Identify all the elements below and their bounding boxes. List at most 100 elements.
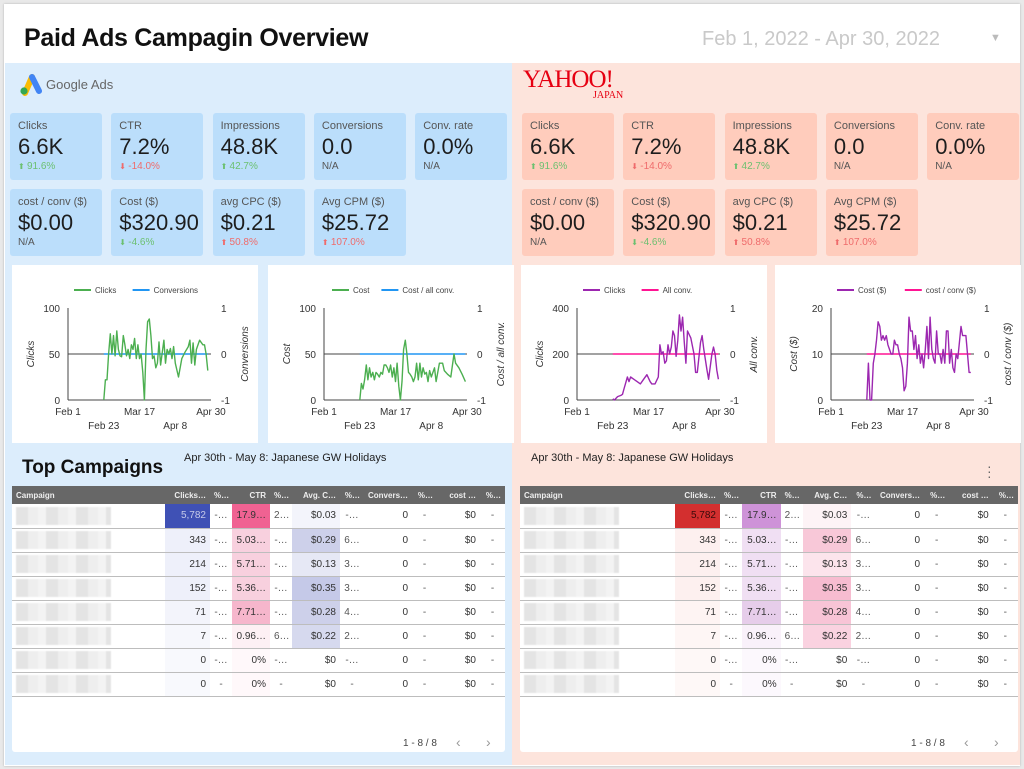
table-cell: - xyxy=(992,552,1018,577)
kpi-delta: ⬇ -4.6% xyxy=(631,237,707,248)
column-header[interactable]: CTR xyxy=(232,486,270,504)
table-row[interactable]: 0 -… 0% -… $0 -… 0- $0- xyxy=(520,648,1018,673)
table-cell: 0 xyxy=(875,528,925,553)
kpi-delta-value: N/A xyxy=(833,161,851,172)
table-row[interactable]: 0-0% - $0-0- $0- xyxy=(12,672,505,697)
chevron-left-icon[interactable]: ‹ xyxy=(456,734,461,750)
campaign-name-redacted xyxy=(520,600,675,625)
column-header[interactable]: %… xyxy=(340,486,364,504)
table-row[interactable]: 5,782 -… 17.9… 2… $0.03 -… 0- $0- xyxy=(520,504,1018,529)
chart-svg: 0 10 20 -1 0 1 Feb 1 Feb 23 Mar 17 Apr 8 Apr 30 Cos… xyxy=(789,286,1014,432)
kpi-delta-value: N/A xyxy=(321,161,339,172)
table-cell: -… xyxy=(780,552,803,577)
column-header[interactable]: %… xyxy=(210,486,232,504)
chevron-right-icon[interactable]: › xyxy=(994,734,999,750)
kpi-card: Cost ($) $320.90 ⬇ -4.6% xyxy=(111,189,204,256)
column-header[interactable]: cost … xyxy=(437,486,480,504)
column-header[interactable]: Clicks… xyxy=(165,486,210,504)
table-row[interactable]: 343 -… 5.03… -… $0.29 6… 0- $0- xyxy=(520,528,1018,553)
column-header[interactable]: %… xyxy=(992,486,1018,504)
table-cell: 343 xyxy=(674,528,720,553)
table-cell: - xyxy=(480,504,505,529)
table-cell: - xyxy=(924,528,950,553)
column-header[interactable]: %… xyxy=(480,486,505,504)
table-row[interactable]: 214 -… 5.71… -… $0.13 3… 0- $0- xyxy=(520,552,1018,577)
column-header[interactable]: %… xyxy=(851,486,876,504)
kpi-label: Cost ($) xyxy=(631,196,671,208)
column-header[interactable]: %… xyxy=(924,486,950,504)
column-header[interactable]: Avg. C… xyxy=(802,486,852,504)
y-tick-label: 0 xyxy=(563,396,569,407)
kpi-delta-value: 42.7% xyxy=(229,161,258,172)
table-cell: 0 xyxy=(674,672,720,697)
chevron-left-icon[interactable]: ‹ xyxy=(964,734,969,750)
y-axis-title: Clicks xyxy=(26,341,37,368)
kpi-delta: N/A xyxy=(322,161,398,172)
table-cell: -… xyxy=(720,504,743,529)
table-cell: 17.9… xyxy=(742,504,781,529)
column-header[interactable]: CTR xyxy=(742,486,781,504)
table-row[interactable]: 71 -… 7.71… -… $0.28 4… 0- $0- xyxy=(12,600,505,625)
kpi-delta: ⬆ 107.0% xyxy=(322,237,398,248)
table-row[interactable]: 0 -… 0% -… $0 -… 0- $0- xyxy=(12,648,505,673)
y-right-tick-label: 1 xyxy=(984,304,990,315)
kpi-card: Conv. rate 0.0% N/A xyxy=(415,113,508,180)
table-cell: $0 xyxy=(437,552,480,577)
kpi-label: Impressions xyxy=(220,120,280,132)
kpi-label: Cost ($) xyxy=(119,196,159,208)
table-cell: -… xyxy=(780,648,803,673)
table-cell: $0 xyxy=(949,672,993,697)
table-cell: - xyxy=(412,672,437,697)
table-cell: 6… xyxy=(270,624,292,649)
table-row[interactable]: 343 -… 5.03… -… $0.29 6… 0- $0- xyxy=(12,528,505,553)
x-tick-label: Mar 17 xyxy=(633,407,665,418)
column-header[interactable]: %… xyxy=(412,486,437,504)
table-row[interactable]: 7 -… 0.96… 6… $0.22 2… 0- $0- xyxy=(520,624,1018,649)
column-header[interactable]: %… xyxy=(780,486,803,504)
table-cell: -… xyxy=(210,600,232,625)
column-header[interactable]: Clicks… xyxy=(674,486,720,504)
table-row[interactable]: 214 -… 5.71… -… $0.13 3… 0- $0- xyxy=(12,552,505,577)
table-cell: - xyxy=(270,672,292,697)
table-cell: - xyxy=(340,672,364,697)
table-row[interactable]: 5,782 -… 17.9… 2… $0.03 -… 0- $0- xyxy=(12,504,505,529)
campaign-name-redacted xyxy=(520,672,675,697)
table-cell: $0 xyxy=(949,624,993,649)
column-header[interactable]: %… xyxy=(270,486,292,504)
legend-label: All conv. xyxy=(663,286,693,295)
kpi-delta-value: -14.0% xyxy=(128,161,160,172)
column-header[interactable]: %… xyxy=(720,486,743,504)
legend-label: Conversions xyxy=(154,286,198,295)
campaign-name-redacted xyxy=(12,648,165,673)
column-header[interactable]: Campaign xyxy=(12,486,165,504)
holiday-note: Apr 30th - May 8: Japanese GW Holidays xyxy=(184,452,387,464)
column-header[interactable]: Convers… xyxy=(875,486,925,504)
table-row[interactable]: 0-0% - $0-0- $0- xyxy=(520,672,1018,697)
arrow-up-icon: ⬆ xyxy=(18,162,27,171)
column-header[interactable]: Avg. C… xyxy=(292,486,340,504)
column-header[interactable]: Campaign xyxy=(520,486,675,504)
column-header[interactable]: cost … xyxy=(949,486,993,504)
table-row[interactable]: 71 -… 7.71… -… $0.28 4… 0- $0- xyxy=(520,600,1018,625)
table-row[interactable]: 152 -… 5.36… -… $0.35 3… 0- $0- xyxy=(520,576,1018,601)
table-cell: $0.35 xyxy=(802,576,852,601)
table-cell: 0 xyxy=(364,528,412,553)
date-range-picker[interactable]: Feb 1, 2022 - Apr 30, 2022 xyxy=(702,28,940,50)
table-row[interactable]: 7 -… 0.96… 6… $0.22 2… 0- $0- xyxy=(12,624,505,649)
column-header[interactable]: Convers… xyxy=(364,486,412,504)
y-right-tick-label: 0 xyxy=(730,350,736,361)
table-cell: $0 xyxy=(949,504,993,529)
table-cell: 0 xyxy=(875,600,925,625)
series-line-primary xyxy=(866,316,971,401)
table-row[interactable]: 152 -… 5.36… -… $0.35 3… 0- $0- xyxy=(12,576,505,601)
chevron-right-icon[interactable]: › xyxy=(486,734,491,750)
kpi-delta-value: -4.6% xyxy=(128,237,155,248)
legend-label: Cost / all conv. xyxy=(402,286,454,295)
chevron-down-icon[interactable]: ▼ xyxy=(990,32,1001,44)
more-options-icon[interactable]: · · · xyxy=(987,458,992,484)
table-cell: $0 xyxy=(949,552,993,577)
series-line-primary xyxy=(103,318,209,401)
table-cell: -… xyxy=(720,552,743,577)
kpi-delta-value: N/A xyxy=(423,161,440,172)
table-cell: $0.22 xyxy=(802,624,852,649)
